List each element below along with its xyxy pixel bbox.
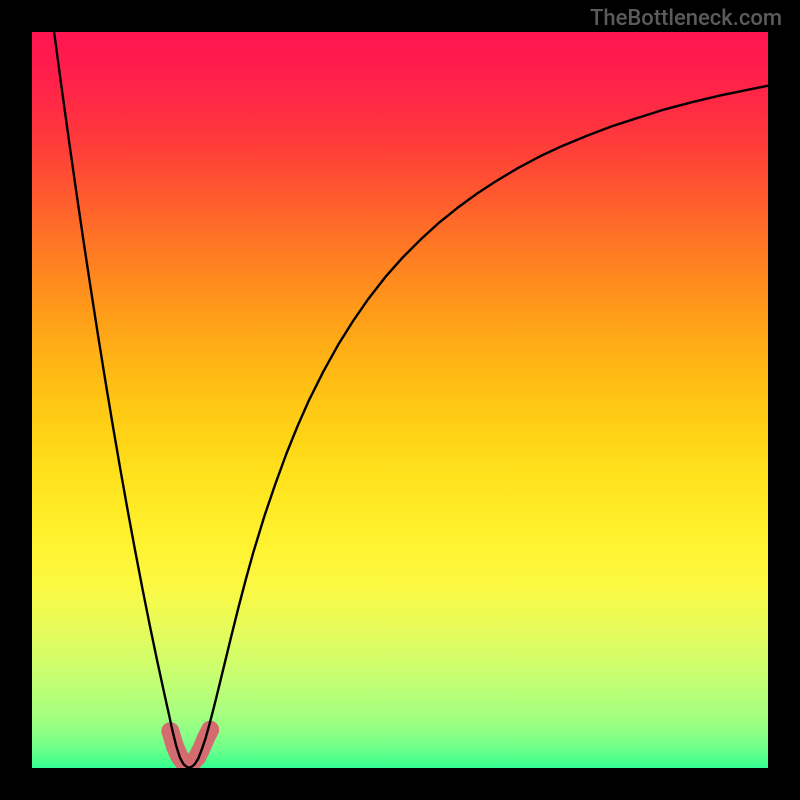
watermark-text: TheBottleneck.com — [590, 6, 782, 31]
chart-overlay — [0, 0, 800, 800]
bottleneck-curve — [54, 32, 768, 767]
chart-container: { "watermark": { "text": "TheBottleneck.… — [0, 0, 800, 800]
